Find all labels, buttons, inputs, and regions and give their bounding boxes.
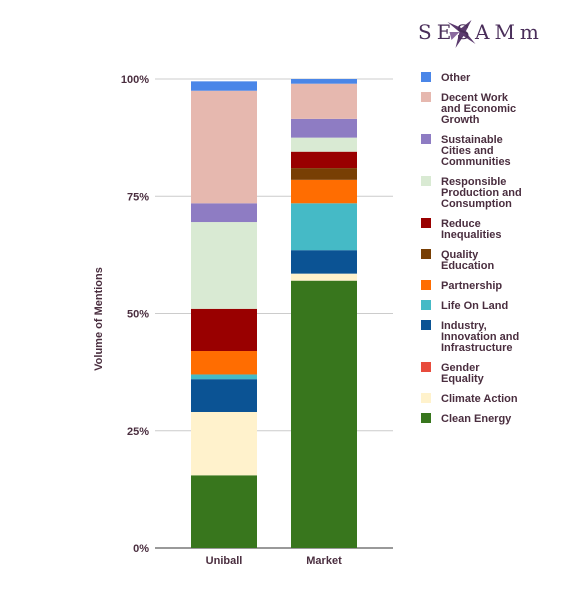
bar-segment	[191, 222, 257, 309]
legend-label: Industry, Innovation and Infrastructure	[441, 320, 519, 354]
bar-segment	[291, 151, 357, 169]
legend-swatch	[421, 280, 431, 290]
bar-segment	[191, 351, 257, 375]
bar-segment	[291, 273, 357, 281]
legend-swatch	[421, 362, 431, 372]
legend-swatch	[421, 413, 431, 423]
y-tick-label: 100%	[121, 74, 149, 86]
y-tick-label: 0%	[133, 543, 149, 555]
x-axis-ticks: Uniball Market	[206, 555, 342, 567]
brand-name: SESAMm	[418, 20, 544, 44]
legend-label: Life On Land	[441, 300, 508, 312]
legend: Other Decent Work and Economic Growth Sustai…	[421, 72, 522, 425]
legend-label: Decent Work and Economic Growth	[441, 92, 516, 126]
bar-segment	[291, 137, 357, 152]
bar-segment	[191, 379, 257, 412]
bar-segment	[191, 203, 257, 223]
legend-swatch	[421, 300, 431, 310]
y-axis-label: Volume of Mentions	[93, 267, 105, 371]
grid-lines	[155, 78, 393, 549]
bar-segment	[191, 308, 257, 352]
bar-segment	[291, 168, 357, 180]
bars	[191, 79, 357, 548]
legend-label: Partnership	[441, 280, 502, 292]
x-tick-label: Market	[306, 555, 342, 567]
y-tick-label: 25%	[127, 426, 149, 438]
y-tick-label: 50%	[127, 309, 149, 321]
legend-label: Other	[441, 72, 471, 84]
bar-segment	[191, 374, 257, 380]
y-tick-label: 75%	[127, 191, 149, 203]
x-tick-label: Uniball	[206, 555, 243, 567]
bar-segment	[191, 475, 257, 548]
legend-swatch	[421, 176, 431, 186]
legend-swatch	[421, 393, 431, 403]
bar-segment	[191, 81, 257, 91]
bar-segment	[291, 118, 357, 138]
legend-swatch	[421, 320, 431, 330]
legend-swatch	[421, 92, 431, 102]
bar-segment	[191, 90, 257, 204]
bar-segment	[291, 83, 357, 119]
legend-label: Responsible Production and Consumption	[441, 176, 522, 210]
legend-swatch	[421, 72, 431, 82]
legend-swatch	[421, 134, 431, 144]
bar-segment	[291, 79, 357, 84]
legend-label: Sustainable Cities and Communities	[441, 134, 511, 168]
legend-swatch	[421, 218, 431, 228]
legend-label: Clean Energy	[441, 413, 512, 425]
legend-label: Climate Action	[441, 393, 518, 405]
legend-swatch	[421, 249, 431, 259]
bar-segment	[291, 203, 357, 251]
y-axis-ticks: 0% 25% 50% 75% 100%	[121, 74, 149, 555]
legend-label: Gender Equality	[441, 362, 485, 385]
legend-label: Reduce Inequalities	[441, 218, 502, 241]
bar-segment	[291, 250, 357, 274]
bar-segment	[291, 179, 357, 204]
bar-segment	[291, 280, 357, 548]
sesamm-logo-icon	[447, 20, 476, 48]
legend-label: Quality Education	[441, 249, 494, 272]
bar-segment	[191, 411, 257, 476]
